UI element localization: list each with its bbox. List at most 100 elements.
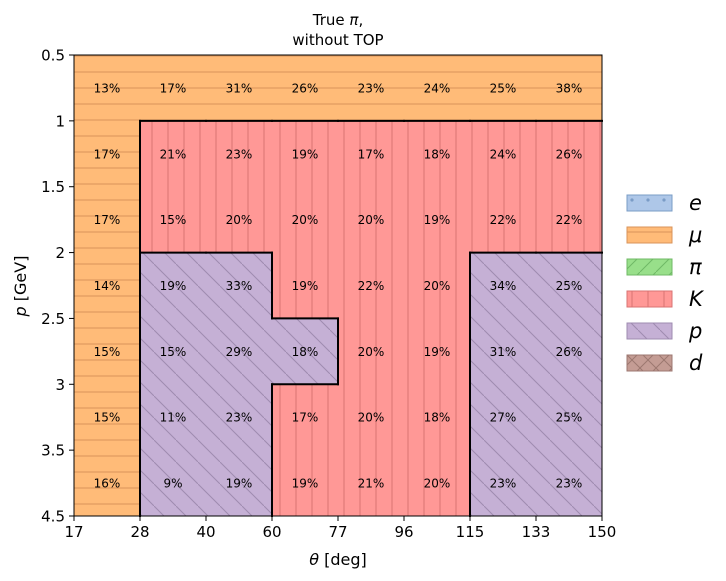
heatmap-cell [140, 384, 207, 451]
heatmap-cell [470, 384, 537, 451]
legend-label-K: K [689, 287, 705, 311]
y-tick-label: 1.5 [41, 178, 65, 196]
cell-value-label: 26% [556, 345, 583, 359]
heatmap-cell [74, 55, 141, 122]
x-axis-label: θ [deg] [309, 550, 367, 569]
heatmap-cell [206, 318, 273, 385]
heatmap-cell [206, 55, 273, 122]
cell-value-label: 18% [424, 147, 451, 161]
heatmap-cell [404, 55, 471, 122]
cell-value-label: 29% [226, 345, 253, 359]
cell-value-label: 20% [292, 213, 319, 227]
legend-label-pi: π [689, 255, 702, 279]
cell-value-label: 25% [556, 279, 583, 293]
heatmap-cell [272, 120, 339, 188]
chart-title: True π, without TOP [292, 11, 383, 49]
heatmap-cell [338, 186, 405, 254]
heatmap-cell [206, 384, 273, 451]
species-boundaries [139, 119, 603, 517]
heatmap-cell [470, 252, 537, 319]
y-tick-label: 2 [55, 244, 65, 262]
heatmap-cell [140, 450, 207, 517]
heatmap-cell [74, 120, 141, 188]
heatmap-cell [206, 252, 273, 319]
heatmap-cell [470, 450, 537, 517]
heatmap-cell [536, 120, 603, 188]
cell-value-label: 25% [490, 81, 517, 95]
cell-value-label: 16% [94, 477, 121, 491]
legend-swatch-pi [626, 258, 673, 276]
cell-value-label: 17% [160, 81, 187, 95]
heatmap-cell [338, 252, 405, 319]
cell-value-label: 19% [292, 147, 319, 161]
heatmap-cell [140, 186, 207, 254]
heatmap-cell [536, 55, 603, 122]
heatmap-cell [206, 120, 273, 188]
cell-value-label: 22% [556, 213, 583, 227]
legend-label-d: d [689, 351, 703, 375]
heatmap-cell [470, 318, 537, 385]
cell-value-label: 24% [424, 81, 451, 95]
heatmap-cell [272, 450, 339, 517]
cell-value-label: 23% [556, 477, 583, 491]
cell-value-label: 23% [358, 81, 385, 95]
cell-value-label: 19% [424, 213, 451, 227]
cell-value-label: 24% [490, 147, 517, 161]
cell-value-label: 20% [424, 477, 451, 491]
cell-value-label: 20% [358, 345, 385, 359]
heatmap-cell [404, 450, 471, 517]
cell-value-label: 15% [94, 345, 121, 359]
cell-value-label: 15% [160, 345, 187, 359]
legend-label-mu: μ [688, 223, 702, 247]
cell-value-label: 20% [226, 213, 253, 227]
cell-value-label: 20% [358, 411, 385, 425]
heatmap-cell [536, 318, 603, 385]
cell-value-label: 17% [94, 213, 121, 227]
heatmap-cell [536, 252, 603, 319]
heatmap-cell [74, 186, 141, 254]
heatmap-cell [338, 450, 405, 517]
heatmap-cell [140, 120, 207, 188]
legend-label-p: p [688, 319, 702, 343]
heatmap-cell [272, 252, 339, 319]
legend-swatch-p [626, 322, 673, 340]
heatmap-cell [470, 120, 537, 188]
x-tick-label: 77 [328, 523, 347, 541]
heatmap-cell [470, 55, 537, 122]
heatmap-cell [338, 120, 405, 188]
legend-swatch-K [626, 290, 673, 308]
cell-value-label: 15% [160, 213, 187, 227]
y-tick-label: 3.5 [41, 442, 65, 460]
x-tick-label: 28 [130, 523, 149, 541]
cell-value-label: 18% [424, 411, 451, 425]
legend-swatch-e [626, 194, 673, 212]
cell-value-label: 22% [358, 279, 385, 293]
cell-value-label: 22% [490, 213, 517, 227]
cell-value-label: 13% [94, 81, 121, 95]
cell-value-label: 9% [163, 477, 182, 491]
cell-value-label: 21% [160, 147, 187, 161]
heatmap-cell [74, 450, 141, 517]
cell-value-label: 26% [292, 81, 319, 95]
cell-value-label: 26% [556, 147, 583, 161]
legend-label-e: e [689, 191, 702, 215]
chart-title-line-1: True π, [312, 11, 363, 29]
heatmap-cell [272, 186, 339, 254]
cell-value-label: 17% [358, 147, 385, 161]
y-tick-label: 3 [55, 376, 65, 394]
heatmap-cell [272, 55, 339, 122]
x-tick-label: 60 [262, 523, 281, 541]
cell-value-label: 20% [358, 213, 385, 227]
y-axis-label: p [GeV] [11, 256, 30, 318]
y-axis: 0.5 1 1.5 2 2.5 3 3.5 4.5 [41, 47, 74, 526]
x-tick-label: 40 [196, 523, 215, 541]
heatmap-cell [140, 252, 207, 319]
heatmap-cell [74, 384, 141, 451]
heatmap-cell [404, 384, 471, 451]
cell-value-label: 14% [94, 279, 121, 293]
heatmap-cell [404, 318, 471, 385]
heatmap-cell [206, 450, 273, 517]
cell-value-label: 19% [292, 477, 319, 491]
cell-value-labels: 13% 17% 31% 26% 23% 24% 25% 38% 17% 21% 23% 19% 17% 1… [94, 81, 583, 490]
cell-value-label: 21% [358, 477, 385, 491]
